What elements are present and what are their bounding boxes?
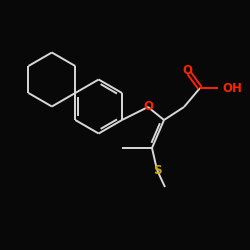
Text: S: S [153, 164, 161, 176]
Text: O: O [143, 100, 153, 114]
Text: OH: OH [222, 82, 242, 94]
Text: O: O [182, 64, 192, 78]
